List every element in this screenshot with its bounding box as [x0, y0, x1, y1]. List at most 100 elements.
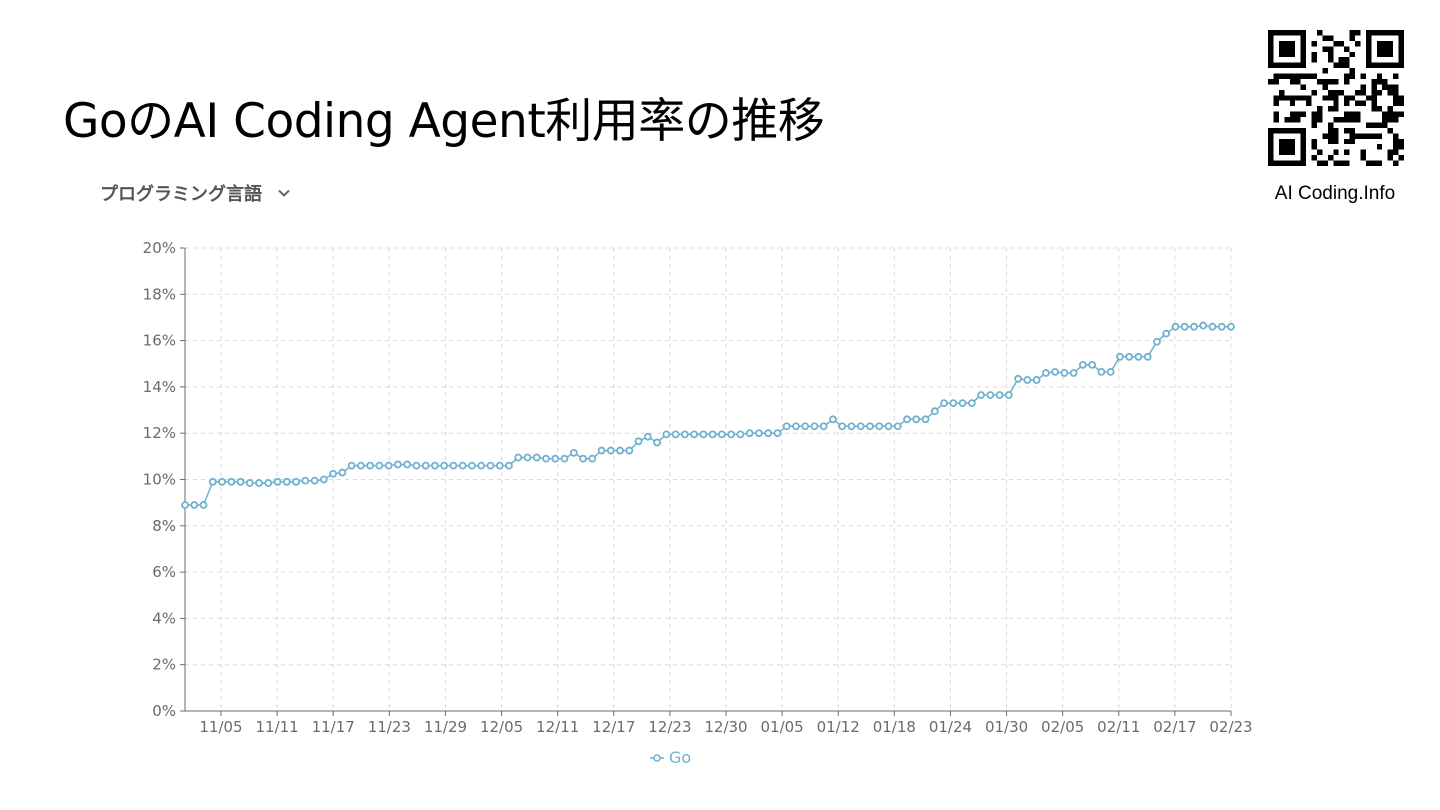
data-point: [199, 501, 208, 509]
data-point: [986, 391, 995, 399]
data-point: [282, 477, 291, 486]
data-point: [1097, 367, 1106, 376]
x-tick-label: 01/18: [873, 718, 916, 736]
data-point: [319, 475, 328, 484]
data-point: [292, 477, 300, 486]
data-point: [838, 422, 847, 431]
y-tick-label: 20%: [143, 239, 176, 257]
data-point: [782, 422, 791, 431]
x-tick-label: 01/05: [760, 718, 803, 736]
data-point: [727, 430, 736, 439]
data-point: [1032, 376, 1041, 384]
y-tick-label: 8%: [152, 517, 176, 535]
data-point: [1023, 376, 1032, 384]
data-point: [755, 429, 763, 438]
data-point: [394, 460, 402, 469]
data-point: [949, 399, 958, 408]
x-tick-label: 01/12: [817, 718, 860, 736]
data-point: [829, 415, 837, 424]
language-selector[interactable]: プログラミング言語: [100, 180, 290, 206]
data-point: [1088, 361, 1097, 369]
page-title: GoのAI Coding Agent利用率の推移: [63, 94, 825, 149]
data-point: [384, 461, 393, 470]
data-point: [310, 476, 319, 485]
data-point: [245, 479, 254, 487]
data-point: [236, 477, 245, 486]
y-tick-label: 0%: [152, 702, 176, 720]
qr-caption: AI Coding.Info: [1274, 183, 1396, 204]
data-point: [1004, 391, 1013, 399]
data-point: [301, 476, 310, 485]
data-point: [1171, 322, 1180, 331]
data-point: [579, 454, 587, 463]
data-point: [930, 407, 939, 416]
data-point: [338, 468, 347, 477]
data-point: [643, 432, 652, 441]
data-point: [208, 477, 217, 486]
x-axis-ticks: 11/05 11/11 11/17 11/23 11/29 12/05 12/11 12/17…: [199, 718, 1252, 736]
data-point: [1162, 329, 1171, 338]
data-point: [856, 422, 865, 431]
data-point: [1051, 367, 1060, 376]
y-tick-label: 4%: [152, 609, 176, 627]
data-point: [440, 461, 449, 470]
x-tick-label: 12/30: [704, 718, 747, 736]
data-point: [356, 461, 365, 470]
data-point: [893, 422, 902, 431]
data-point: [616, 446, 624, 455]
data-point: [375, 461, 384, 470]
data-point: [1078, 361, 1087, 369]
x-tick-label: 12/11: [536, 718, 579, 736]
data-point: [505, 461, 513, 470]
x-tick-label: 11/23: [368, 718, 411, 736]
data-point: [1190, 322, 1198, 331]
y-tick-label: 16%: [143, 332, 176, 350]
data-point: [421, 461, 430, 470]
series-line-go: [185, 324, 1231, 506]
y-tick-label: 2%: [152, 656, 176, 674]
data-point: [866, 422, 874, 431]
data-point: [958, 399, 967, 408]
data-point: [1041, 369, 1050, 377]
x-tick-label: 11/11: [255, 718, 298, 736]
data-point: [523, 453, 532, 462]
x-tick-label: 02/17: [1153, 718, 1196, 736]
data-point: [1227, 322, 1235, 331]
y-tick-label: 6%: [152, 563, 176, 581]
data-point: [847, 422, 856, 431]
x-tick-label: 12/05: [480, 718, 523, 736]
data-point: [532, 453, 541, 462]
data-point: [366, 461, 375, 470]
data-point: [1060, 369, 1069, 377]
data-point: [634, 437, 643, 446]
data-point: [227, 477, 236, 486]
data-point: [921, 415, 930, 424]
data-point: [329, 469, 338, 478]
data-point: [588, 454, 597, 463]
data-point: [801, 422, 810, 431]
data-point: [690, 430, 699, 439]
chevron-down-icon: [278, 189, 290, 197]
data-point: [967, 399, 976, 408]
data-point: [625, 446, 634, 455]
data-point: [477, 461, 486, 470]
data-point: [745, 429, 754, 438]
data-point: [273, 477, 282, 486]
data-point: [1069, 369, 1078, 377]
data-point: [569, 448, 578, 457]
data-point: [884, 422, 893, 431]
data-point: [542, 454, 550, 463]
data-point: [662, 430, 671, 439]
y-tick-label: 10%: [143, 471, 176, 489]
data-point: [560, 454, 569, 463]
y-tick-label: 14%: [143, 378, 176, 396]
chart-legend[interactable]: Go: [650, 748, 691, 767]
data-point: [1125, 352, 1134, 361]
data-point: [819, 422, 828, 431]
data-point: [412, 461, 421, 470]
y-tick-label: 18%: [143, 285, 176, 303]
x-tick-label: 02/05: [1041, 718, 1084, 736]
chart-axes: [180, 247, 1232, 716]
data-point: [680, 430, 689, 439]
